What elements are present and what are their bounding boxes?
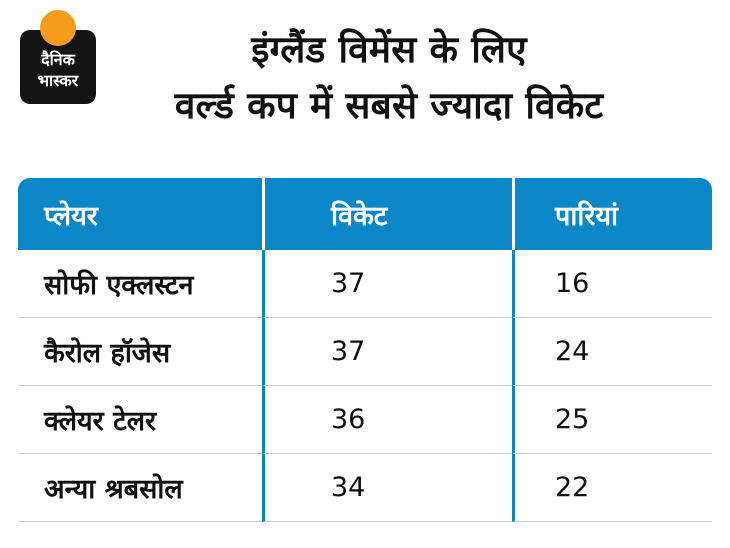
player-name: सोफी एक्लस्टन xyxy=(18,250,262,318)
header-innings: पारियां xyxy=(512,178,712,250)
logo-text-line1: दैनिक xyxy=(41,50,75,69)
header-player: प्लेयर xyxy=(18,178,262,250)
player-name: अन्या श्रबसोल xyxy=(18,454,262,522)
logo-text-line2: भास्कर xyxy=(37,70,79,90)
table-header-row: प्लेयर विकेट पारियां xyxy=(18,178,712,250)
wickets-value: 36 xyxy=(262,386,512,454)
wickets-value: 34 xyxy=(262,454,512,522)
stats-table: प्लेयर विकेट पारियां सोफी एक्लस्टन 37 16… xyxy=(18,178,712,522)
player-name: क्लेयर टेलर xyxy=(18,386,262,454)
wickets-value: 37 xyxy=(262,250,512,318)
innings-value: 16 xyxy=(512,250,712,318)
logo-sun-icon xyxy=(40,10,76,46)
table-row: अन्या श्रबसोल 34 22 xyxy=(18,454,712,522)
title-line2: वर्ल्ड कप में सबसे ज्यादा विकेट xyxy=(174,83,604,127)
wickets-value: 37 xyxy=(262,318,512,386)
table-row: सोफी एक्लस्टन 37 16 xyxy=(18,250,712,318)
innings-value: 22 xyxy=(512,454,712,522)
page-title: इंग्लैंड विमेंस के लिए वर्ल्ड कप में सबस… xyxy=(96,8,712,133)
title-line1: इंग्लैंड विमेंस के लिए xyxy=(251,28,527,71)
innings-value: 24 xyxy=(512,318,712,386)
innings-value: 25 xyxy=(512,386,712,454)
player-name: कैरोल हॉजेस xyxy=(18,318,262,386)
header: दैनिक भास्कर इंग्लैंड विमेंस के लिए वर्ल… xyxy=(0,0,730,133)
table-row: कैरोल हॉजेस 37 24 xyxy=(18,318,712,386)
table-row: क्लेयर टेलर 36 25 xyxy=(18,386,712,454)
header-wickets: विकेट xyxy=(262,178,512,250)
dainik-bhaskar-logo: दैनिक भास्कर xyxy=(20,10,96,104)
